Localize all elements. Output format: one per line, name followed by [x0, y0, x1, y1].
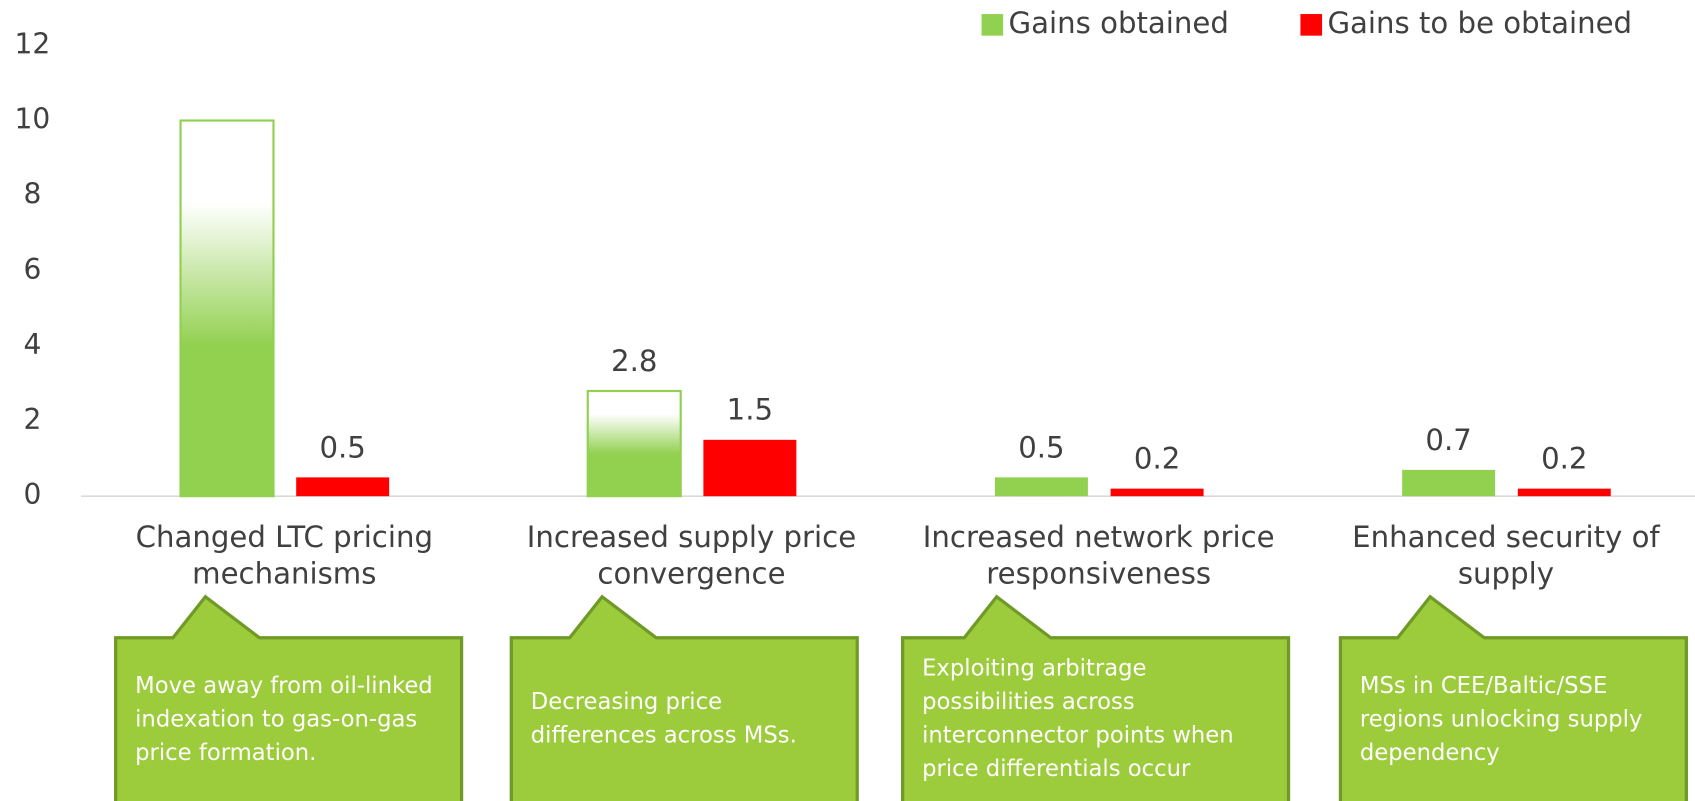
legend-swatch — [981, 14, 1004, 36]
data-label: 0.2 — [1134, 442, 1180, 476]
bar — [1517, 488, 1611, 497]
x-tick-label: Increased supply price convergence — [492, 520, 892, 594]
data-label: 0.5 — [319, 430, 365, 464]
callout-text-text: Exploiting arbitrage possibilities acros… — [922, 655, 1234, 782]
data-label: 0.5 — [1018, 430, 1064, 464]
bar — [703, 439, 797, 497]
y-tick-label: 2 — [23, 403, 41, 436]
bar — [1110, 488, 1204, 497]
bar — [1402, 469, 1496, 497]
x-tick-label: Increased network price responsiveness — [899, 520, 1299, 594]
y-tick-label: 0 — [23, 478, 41, 511]
data-label: 1.5 — [727, 393, 773, 427]
callout — [901, 594, 1291, 801]
bar — [179, 119, 275, 498]
data-label: 0.2 — [1541, 442, 1587, 476]
x-tick-label: Changed LTC pricing mechanisms — [84, 520, 484, 594]
legend-label: Gains to be obtained — [1327, 6, 1632, 40]
callout-text-text: MSs in CEE/Baltic/SSE regions unlocking … — [1359, 671, 1643, 765]
callout-text: Move away from oil-linked indexation to … — [116, 638, 462, 800]
legend-swatch — [1300, 14, 1323, 36]
bar — [586, 389, 682, 498]
data-label: 2.8 — [611, 344, 657, 378]
x-tick-label-text: Increased supply price convergence — [526, 521, 857, 592]
y-tick-label: 10 — [15, 103, 51, 136]
data-label: 0.7 — [1425, 423, 1471, 457]
callout-text: MSs in CEE/Baltic/SSE regions unlocking … — [1340, 638, 1686, 800]
callout-text: Exploiting arbitrage possibilities acros… — [903, 638, 1289, 800]
bar — [296, 477, 390, 497]
x-tick-label: Enhanced security of supply — [1306, 520, 1695, 594]
bar — [994, 477, 1088, 497]
y-tick-label: 4 — [23, 328, 41, 361]
x-tick-label-text: Increased network price responsiveness — [922, 521, 1275, 592]
y-tick-label: 8 — [23, 178, 41, 211]
callout — [114, 594, 464, 801]
y-tick-label: 12 — [15, 27, 51, 60]
x-tick-label-text: Changed LTC pricing mechanisms — [135, 521, 433, 592]
callout-text-text: Decreasing price differences across MSs. — [530, 688, 797, 749]
x-tick-label-text: Enhanced security of supply — [1352, 521, 1660, 592]
callout — [1338, 594, 1688, 801]
legend-label: Gains obtained — [1009, 6, 1229, 40]
callout-text: Decreasing price differences across MSs. — [511, 638, 857, 800]
callout — [509, 594, 859, 801]
callout-text-text: Move away from oil-linked indexation to … — [135, 671, 433, 765]
y-tick-label: 6 — [23, 253, 41, 286]
